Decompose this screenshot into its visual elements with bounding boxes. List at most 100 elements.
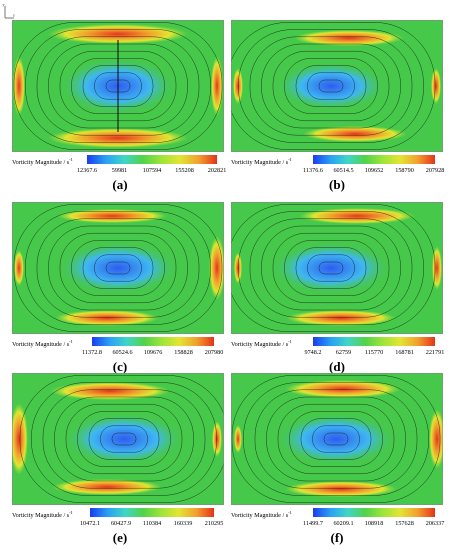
high-vorticity-region [55,310,159,326]
low-vorticity-core [276,413,396,465]
streamline [238,211,424,325]
streamline [54,396,194,482]
streamline [266,396,406,482]
colorbar-ticks: 11376.6 60514.5 109652 158790 207928 [303,167,444,175]
colorbar-tick: 11372.8 [82,349,102,356]
streamline [48,225,188,311]
streamline [19,375,224,503]
panel-label: (f) [330,530,344,545]
streamline [261,225,401,311]
vorticity-contour-plot [231,202,443,334]
colorbar [313,155,435,164]
plot-frame [12,373,224,505]
streamline [36,36,200,136]
streamline [318,261,344,275]
high-vorticity-region [431,68,441,104]
colorbar-tick: 108918 [364,520,384,527]
streamline [231,22,436,150]
streamline [25,29,211,143]
colorbar-tick: 207980 [204,349,224,356]
high-vorticity-region [209,236,224,300]
streamline [323,432,349,446]
panel-label: (d) [329,359,345,374]
streamline [249,218,413,318]
colorbar-tick: 11376.6 [303,167,323,174]
streamline [249,36,413,136]
streamline [284,58,378,114]
streamline [42,389,206,489]
streamline [36,218,200,318]
colorbar-tick: 155208 [175,167,194,174]
streamline [13,22,223,150]
colorbar-ticks: 10472.1 60427.9 110384 160339 210295 [80,520,223,528]
colorbar-title: Vorticity Magnitude / s-1 [231,339,292,349]
vorticity-contour-plot [12,373,224,505]
colorbar-tick: 11499.7 [303,520,323,527]
streamline [238,29,424,143]
high-vorticity-region [212,421,222,457]
streamline [307,254,355,282]
colorbar-ticks: 11499.7 60209.1 108918 157628 206337 [303,520,444,528]
plot-frame [12,20,224,152]
colorbar-ticks: 11372.8 60524.6 109676 158828 207980 [82,349,223,357]
high-vorticity-region [50,382,170,400]
plot-frame [231,202,443,334]
colorbar-ticks: 9748.2 62759 115770 168781 221791 [304,349,444,357]
colorbar-tick: 60427.9 [110,520,132,527]
streamline [254,389,418,489]
colorbar-tick: 12367.6 [76,167,98,174]
high-vorticity-region [286,310,396,326]
colorbar-tick: 206337 [425,520,445,527]
streamline [284,240,378,296]
streamline [289,411,383,467]
streamline [277,403,395,475]
streamline [25,211,211,325]
panel-e: Vorticity Magnitude / s-1 10472.1 60427.… [12,373,224,555]
high-vorticity-region [14,250,24,286]
colorbar-title: Vorticity Magnitude / s-1 [12,339,73,349]
colorbar-tick: 10472.1 [79,520,101,527]
axis-y-label: y [3,2,5,7]
plot-frame [231,373,443,505]
colorbar-tick: 60209.1 [333,520,354,527]
panel-label: (b) [329,177,345,192]
streamline [31,382,217,496]
streamline [231,375,441,503]
high-vorticity-region [48,24,188,44]
streamline [272,50,390,122]
low-vorticity-core [276,62,386,110]
colorbar [313,508,435,517]
high-vorticity-region [285,481,397,497]
high-vorticity-region [48,128,188,148]
streamline [295,247,367,289]
colorbar-tick: 158828 [174,349,193,356]
panel-b: Vorticity Magnitude / s-1 11376.6 60514.… [231,20,444,202]
streamline [272,232,390,304]
colorbar-tick: 9748.2 [304,349,322,356]
colorbar-tick: 107594 [142,167,162,174]
panel-f: Vorticity Magnitude / s-1 11499.7 60209.… [231,373,444,555]
colorbar-tick: 60514.5 [333,167,354,174]
panel-label: (c) [112,359,128,374]
panel-label: (e) [112,530,128,545]
colorbar-tick: 109676 [143,349,163,356]
streamline [71,240,165,296]
panel-a: Vorticity Magnitude / s-1 12367.6 59981 … [12,20,226,202]
colorbar [313,337,435,346]
streamline [88,418,160,460]
colorbar-title: Vorticity Magnitude / s-1 [12,510,73,520]
streamline [111,432,137,446]
colorbar [87,155,217,164]
streamline [318,79,344,93]
colorbar-tick: 62759 [335,349,352,356]
plot-frame [231,20,443,152]
vorticity-contour-plot [12,20,224,152]
colorbar-tick: 59981 [111,167,128,174]
colorbar-tick: 158790 [395,167,414,174]
colorbar-title: Vorticity Magnitude / s-1 [231,510,292,520]
low-vorticity-core [64,413,184,465]
streamline [300,418,372,460]
low-vorticity-core [271,242,391,294]
vorticity-contour-plot [12,202,224,334]
streamline [312,425,360,453]
